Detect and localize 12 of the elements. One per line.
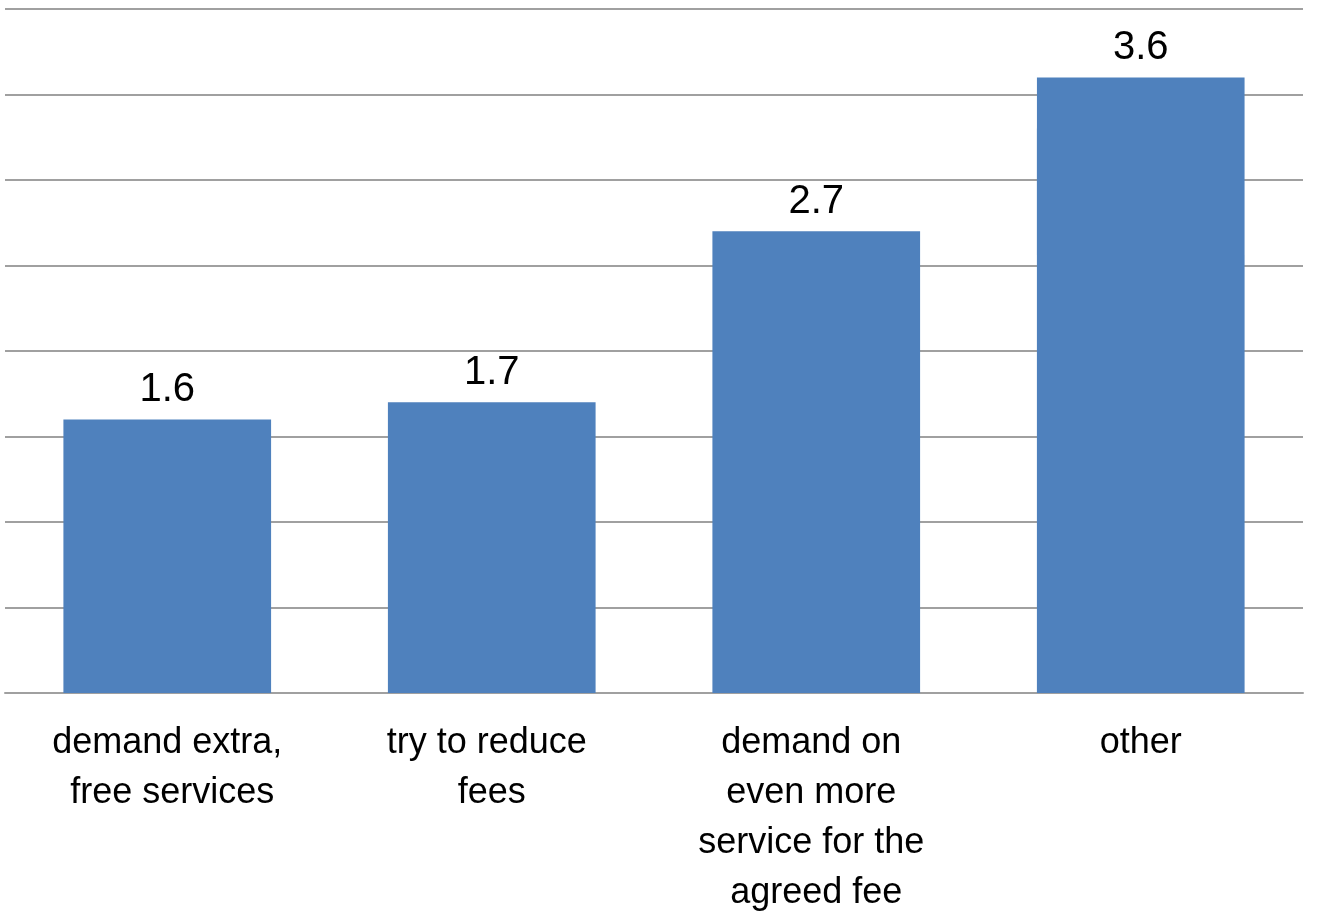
- bar: [712, 231, 921, 693]
- bar: [1036, 77, 1245, 693]
- x-tick-label: try to reduce fees: [386, 719, 597, 811]
- bar: [387, 402, 596, 693]
- data-label: 2.7: [788, 177, 845, 222]
- data-label: 1.6: [139, 365, 196, 410]
- bar: [63, 419, 272, 693]
- data-label: 1.7: [463, 348, 520, 393]
- x-tick-label: demand on even more service for the agreed fee: [698, 719, 935, 911]
- x-tick-label: demand extra, free services: [52, 719, 283, 811]
- data-label: 3.6: [1112, 23, 1169, 68]
- x-tick-label: other: [1099, 719, 1182, 761]
